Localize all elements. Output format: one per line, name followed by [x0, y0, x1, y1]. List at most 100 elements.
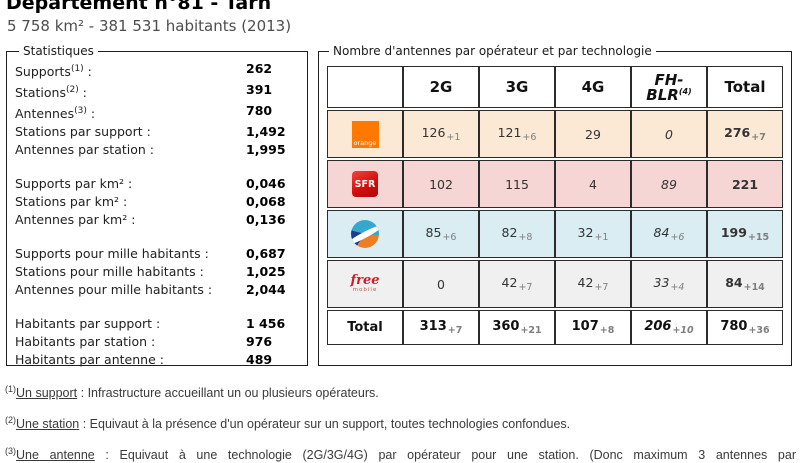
- stat-label: Stations par km² :: [15, 194, 128, 210]
- column-header-line: BLR(4): [646, 85, 692, 104]
- statistics-panel: Statistiques Supports(1) : 262 Stations(2)…: [6, 44, 308, 369]
- stat-superscript: (2): [65, 85, 79, 96]
- stat-row: Antennes(3) : 780: [15, 102, 299, 123]
- operator-row: free mobile 0 42+7 42+7 33+4 84+14: [327, 260, 783, 308]
- stat-value: 1,492: [246, 124, 286, 140]
- antenna-count: 102: [429, 176, 453, 192]
- operator-cell: [327, 210, 403, 258]
- stat-label: Antennes pour mille habitants :: [15, 282, 213, 298]
- antenna-delta: +14: [743, 282, 765, 293]
- stat-value: 0,687: [246, 246, 286, 262]
- antenna-count-cell: 199+15: [707, 210, 783, 258]
- column-header-line: FH-: [654, 70, 684, 89]
- stat-row: Antennes pour mille habitants : 2,044: [15, 281, 299, 299]
- total-count-cell: 780+36: [707, 310, 783, 345]
- stat-superscript: (3): [74, 106, 87, 117]
- antenna-count: 276: [724, 125, 751, 140]
- footnote: (1)Un support : Infrastructure accueilla…: [5, 382, 796, 401]
- stat-value: 0,068: [246, 194, 286, 210]
- stat-row: Stations pour mille habitants : 1,025: [15, 263, 299, 281]
- antenna-delta: +7: [594, 282, 609, 293]
- antenna-count: 780: [720, 319, 748, 334]
- stat-label: Antennes par station :: [15, 142, 154, 158]
- antenna-delta: +7: [751, 132, 766, 143]
- antenna-delta: +10: [672, 325, 694, 336]
- stat-row: Habitants par station : 976: [15, 333, 299, 351]
- total-count-cell: 206+10: [631, 310, 707, 345]
- free-logo-subtext: mobile: [352, 287, 378, 293]
- antenna-count: 84: [725, 275, 743, 290]
- stat-row: Stations par support : 1,492: [15, 123, 299, 141]
- total-count-cell: 313+7: [403, 310, 479, 345]
- column-header-line: 2G: [429, 78, 453, 96]
- column-header: FH- BLR(4): [631, 66, 707, 108]
- footnote-number: (3): [5, 446, 16, 457]
- antenna-count-cell: 102: [403, 160, 479, 208]
- column-header: 3G: [479, 66, 555, 108]
- antennas-table-head: 2G 3G 4G FH- BLR(4) Total: [327, 66, 783, 108]
- antenna-count: 313: [419, 319, 447, 334]
- antenna-count: 29: [585, 126, 601, 142]
- antenna-count: 32: [577, 225, 594, 240]
- stat-value: 1,995: [246, 142, 286, 158]
- antennas-panel: Nombre d'antennes par opérateur et par t…: [318, 44, 792, 366]
- stat-value: 1 456: [246, 316, 286, 332]
- antenna-count-cell: 84+14: [707, 260, 783, 308]
- stat-row: Supports(1) : 262: [15, 60, 299, 81]
- footnote-term: Un support: [16, 386, 78, 401]
- antenna-delta: +6: [442, 232, 457, 243]
- operator-cell: free mobile: [327, 260, 403, 308]
- stat-label: Supports(1) :: [15, 64, 92, 80]
- stat-row: Stations par km² : 0,068: [15, 193, 299, 211]
- antenna-count-cell: 89: [631, 160, 707, 208]
- total-label-cell: Total: [327, 310, 403, 345]
- stat-row: Antennes par station : 1,995: [15, 141, 299, 159]
- antenna-count: 199: [720, 225, 747, 240]
- antenna-count: 221: [731, 176, 759, 192]
- antenna-count-cell: 121+6: [479, 110, 555, 158]
- stat-label: Antennes(3) :: [15, 106, 96, 122]
- antenna-delta: +6: [670, 232, 685, 243]
- stat-value: 262: [246, 61, 273, 76]
- stat-label: Stations par support :: [15, 124, 151, 140]
- table-corner-cell: [327, 66, 403, 108]
- footnote: (2)Une station : Equivaut à la présence …: [5, 413, 796, 432]
- total-row: Total 313+7 360+21 107+8 206+10 780+36: [327, 310, 783, 345]
- antenna-count-cell: 82+8: [479, 210, 555, 258]
- footnote-number: (1): [5, 384, 16, 394]
- antenna-count: 107: [571, 319, 599, 334]
- footnotes: (1)Un support : Infrastructure accueilla…: [5, 382, 796, 463]
- column-header-line: Total: [724, 78, 766, 96]
- antenna-delta: +15: [747, 232, 770, 243]
- antenna-delta: +6: [522, 132, 537, 143]
- footnote-text: : Infrastructure accueillant un ou plusi…: [77, 386, 379, 401]
- antenna-count-cell: 276+7: [707, 110, 783, 158]
- column-header: 4G: [555, 66, 631, 108]
- footnote-number: (2): [5, 415, 16, 426]
- stats-group: Habitants par support :1 456 Habitants pa…: [15, 315, 299, 369]
- antenna-count: 121: [497, 125, 522, 140]
- footnote-term: Une station: [16, 417, 80, 432]
- antenna-delta: +8: [599, 325, 615, 336]
- stat-row: Antennes par km² : 0,136: [15, 211, 299, 229]
- antenna-count: 82: [501, 225, 518, 240]
- antenna-count-cell: 29: [555, 110, 631, 158]
- stat-label: Habitants par antenne :: [15, 352, 164, 368]
- antenna-count: 84: [653, 225, 670, 240]
- antenna-count: 42: [577, 275, 594, 290]
- stats-group: Supports(1) : 262 Stations(2) : 391 Antennes…: [15, 60, 299, 159]
- antenna-count-cell: 85+6: [403, 210, 479, 258]
- free-logo: free mobile: [328, 274, 402, 293]
- page-title: Département n°81 - Tarn: [6, 0, 272, 14]
- stat-value: 2,044: [246, 282, 286, 298]
- stats-groups: Supports(1) : 262 Stations(2) : 391 Antennes…: [15, 60, 299, 369]
- operator-row: SFR 102 115 4 89 221: [327, 160, 783, 208]
- main-content: Statistiques Supports(1) : 262 Stations(2)…: [6, 44, 792, 369]
- antenna-count: 0: [437, 276, 445, 292]
- stats-group: Supports par km² :0,046 Stations par km² …: [15, 175, 299, 229]
- stat-value: 1,025: [246, 264, 286, 280]
- stat-label: Stations(2) :: [15, 85, 87, 101]
- antenna-count-cell: 33+4: [631, 260, 707, 308]
- antenna-delta: +36: [748, 325, 770, 336]
- antenna-delta: +7: [518, 282, 533, 293]
